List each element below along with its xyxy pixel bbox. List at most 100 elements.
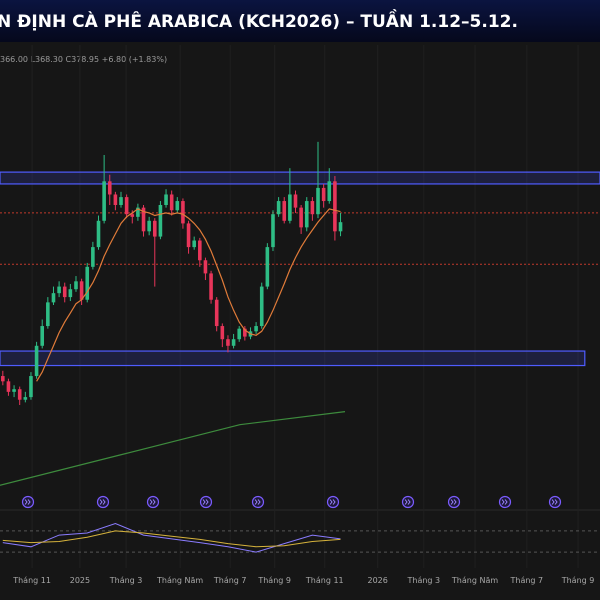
event-icon-glyph — [404, 499, 411, 505]
candle-body — [282, 201, 287, 221]
candle-body — [316, 187, 320, 215]
candle-body — [23, 397, 28, 400]
x-tick-label: Tháng 9 — [561, 576, 595, 585]
candle-body — [34, 345, 39, 377]
candle-body — [333, 181, 337, 232]
candle-body — [192, 240, 196, 248]
candle-body — [276, 201, 281, 215]
candle-body — [113, 194, 118, 205]
event-icon-glyph — [329, 499, 336, 505]
event-icon — [96, 495, 110, 509]
event-icon — [447, 495, 461, 509]
candle-body — [226, 339, 230, 346]
candle-body — [1, 376, 5, 382]
candle-body — [79, 281, 84, 300]
candle-body — [310, 201, 315, 215]
candle-body — [124, 197, 129, 215]
x-tick-label: Tháng 3 — [109, 576, 143, 585]
candle-body — [136, 207, 140, 217]
oscillator-line — [2, 530, 341, 548]
event-icon — [146, 495, 160, 509]
header-bar — [0, 0, 600, 42]
x-tick-label: Tháng 7 — [510, 576, 544, 585]
candle-body — [293, 194, 298, 208]
event-icon-glyph — [24, 499, 31, 505]
candle-body — [164, 194, 168, 205]
candle-body — [74, 281, 78, 290]
long-moving-average — [0, 411, 346, 486]
candle-body — [259, 286, 264, 327]
candle-body — [304, 201, 309, 228]
x-tick-label: Tháng 3 — [407, 576, 441, 585]
candle-body — [85, 266, 90, 300]
candle-body — [6, 381, 11, 392]
candle-body — [158, 205, 163, 237]
candle-body — [288, 194, 292, 221]
x-tick-label: Tháng Năm — [451, 576, 498, 585]
oscillator-line — [2, 522, 341, 553]
candle-body — [265, 247, 270, 287]
candle-body — [91, 247, 95, 267]
candle-body — [321, 187, 326, 202]
event-icon-glyph — [149, 499, 156, 505]
candle-body — [203, 260, 208, 274]
event-icon — [548, 495, 562, 509]
candle-body — [51, 293, 56, 303]
candle-body — [198, 240, 202, 261]
ohlc-readout: 366.00 L368.30 C378.95 +6.80 (+1.83%) — [0, 55, 167, 64]
candle-body — [130, 214, 135, 217]
candle-body — [214, 299, 219, 327]
candle-body — [327, 181, 332, 202]
title: N ĐỊNH CÀ PHÊ ARABICA (KCH2026) – TUẦN 1… — [0, 8, 518, 32]
x-tick-label: 2026 — [367, 576, 387, 585]
candle-body — [107, 181, 112, 195]
event-icon-glyph — [202, 499, 209, 505]
event-icon — [326, 495, 340, 509]
candle-body — [231, 339, 236, 346]
candle-body — [169, 194, 174, 211]
candle-body — [62, 286, 67, 298]
candle-body — [119, 197, 123, 205]
x-tick-label: 2025 — [70, 576, 90, 585]
x-tick-label: Tháng 7 — [213, 576, 247, 585]
candle-body — [29, 376, 33, 398]
candle-body — [17, 389, 22, 400]
zone-box — [0, 350, 586, 367]
x-tick-label: Tháng Năm — [156, 576, 203, 585]
event-icon-glyph — [450, 499, 457, 505]
event-icon-glyph — [501, 499, 508, 505]
candle-body — [46, 302, 50, 327]
candle-body — [237, 328, 242, 340]
event-icon — [199, 495, 213, 509]
plot: Tháng 11 2025 Tháng 3 Tháng Năm Tháng 7 Tháng… — [0, 45, 600, 585]
event-icon-glyph — [551, 499, 558, 505]
candle-body — [12, 389, 16, 392]
candle-body — [271, 214, 275, 248]
candle-body — [141, 207, 146, 232]
candle-body — [40, 326, 45, 346]
candle-body — [220, 326, 225, 340]
event-icon-glyph — [99, 499, 106, 505]
candle-body — [299, 207, 303, 228]
candle-body — [209, 273, 213, 300]
candle-body — [338, 222, 343, 232]
candle-body — [96, 220, 101, 248]
candle-body — [57, 286, 61, 294]
x-tick-label: Tháng 11 — [12, 576, 51, 585]
moving-average — [36, 208, 341, 382]
zone-box — [0, 171, 600, 185]
event-icon — [401, 495, 415, 509]
event-icon — [251, 495, 265, 509]
candle-body — [68, 289, 73, 298]
event-icon — [498, 495, 512, 509]
event-icon — [21, 495, 35, 509]
candle-body — [186, 223, 191, 248]
candle-body — [152, 220, 157, 237]
candle-body — [181, 201, 185, 224]
candle-body — [254, 326, 258, 332]
candle-body — [243, 328, 247, 337]
event-icon-glyph — [254, 499, 261, 505]
x-tick-label: Tháng 11 — [305, 576, 344, 585]
candle-body — [147, 220, 151, 232]
